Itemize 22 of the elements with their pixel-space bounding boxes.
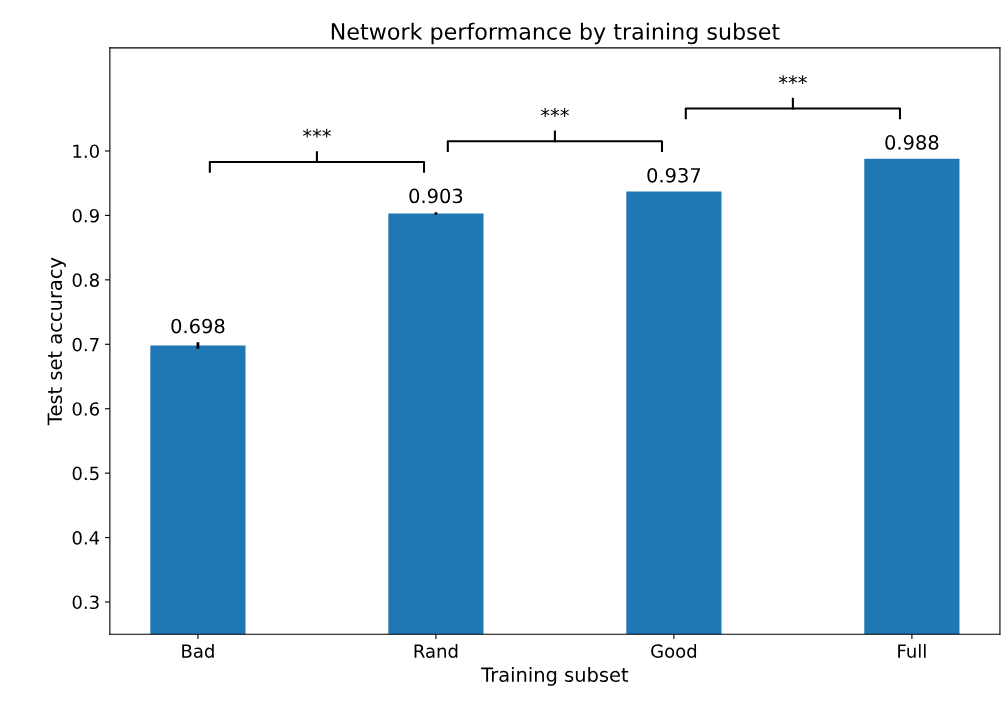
- x-tick-label: Bad: [182, 643, 214, 658]
- x-tick-label: Full: [898, 643, 926, 658]
- annotation: ***: [540, 108, 569, 117]
- annotation: ***: [302, 128, 331, 138]
- y-tick-label: 1.0: [73, 144, 99, 159]
- data-label: 0.988: [885, 135, 939, 150]
- y-tick-label: 0.8: [72, 273, 99, 287]
- x-axis-title: Training subset: [481, 666, 629, 686]
- x-tick-label: Rand: [414, 643, 458, 658]
- data-label: 0.937: [647, 167, 701, 183]
- y-tick-label: 0.6: [72, 402, 100, 416]
- y-tick-label: 0.5: [72, 466, 99, 481]
- data-label: 0.698: [171, 318, 225, 334]
- data-label: 0.903: [409, 188, 463, 204]
- chart-title: Network performance by training subset: [331, 22, 780, 45]
- y-tick-label: 0.9: [72, 208, 99, 223]
- y-axis-title: Test set accuracy: [47, 257, 66, 426]
- y-tick-label: 0.7: [72, 337, 99, 352]
- annotation: ***: [778, 75, 807, 85]
- y-tick-label: 0.4: [72, 531, 100, 545]
- x-tick-label: Good: [651, 643, 697, 658]
- y-tick-label: 0.3: [72, 595, 99, 610]
